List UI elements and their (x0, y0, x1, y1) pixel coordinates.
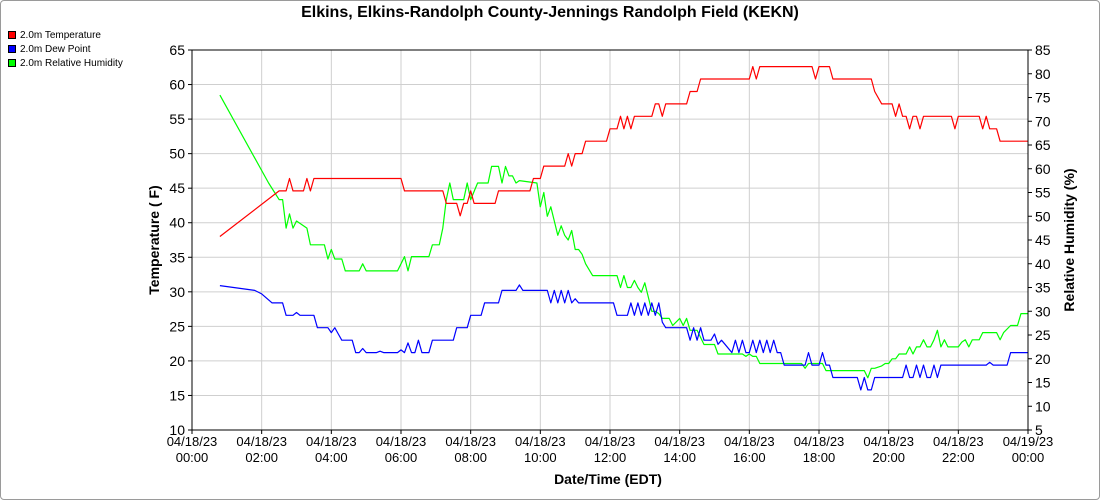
legend: 2.0m Temperature 2.0m Dew Point 2.0m Rel… (8, 28, 123, 70)
series-line-2-0m-temperature (219, 65, 1028, 237)
x-tick-label-date: 04/18/23 (515, 434, 566, 449)
left-tick-label: 30 (169, 284, 185, 300)
right-tick-label: 45 (1035, 232, 1051, 248)
x-tick-label-time: 12:00 (594, 450, 627, 465)
left-tick-label: 25 (169, 318, 185, 334)
right-tick-label: 80 (1035, 66, 1051, 82)
x-axis-label: Date/Time (EDT) (554, 471, 662, 487)
right-tick-label: 60 (1035, 161, 1051, 177)
right-tick-label: 65 (1035, 137, 1051, 153)
right-tick-label: 30 (1035, 303, 1051, 319)
x-tick-label-date: 04/18/23 (724, 434, 775, 449)
x-tick-label-date: 04/18/23 (167, 434, 218, 449)
right-tick-label: 55 (1035, 185, 1051, 201)
right-tick-label: 50 (1035, 208, 1051, 224)
left-tick-label: 35 (169, 249, 185, 265)
legend-item-temperature: 2.0m Temperature (8, 28, 123, 42)
left-axis-ticks: 10 15 20 25 30 35 40 45 50 55 60 65 (169, 42, 192, 438)
right-tick-label: 10 (1035, 398, 1051, 414)
x-tick-label-time: 20:00 (872, 450, 905, 465)
right-tick-label: 85 (1035, 42, 1051, 58)
legend-label-dew-point: 2.0m Dew Point (20, 43, 91, 55)
legend-swatch-relative-humidity (8, 59, 16, 67)
left-tick-label: 45 (169, 180, 185, 196)
x-tick-label-time: 18:00 (803, 450, 836, 465)
left-tick-label: 50 (169, 146, 185, 162)
x-tick-label-time: 10:00 (524, 450, 557, 465)
right-axis-ticks: 5 10 15 20 25 30 35 40 45 50 55 60 65 70 75 80 85 (1028, 42, 1051, 438)
series-line-2-0m-dew-point (219, 284, 1028, 391)
right-tick-label: 75 (1035, 90, 1051, 106)
x-tick-label-date: 04/18/23 (933, 434, 984, 449)
x-tick-label-time: 00:00 (1012, 450, 1045, 465)
left-tick-label: 40 (169, 215, 185, 231)
right-tick-label: 20 (1035, 351, 1051, 367)
x-tick-label-date: 04/18/23 (376, 434, 427, 449)
x-tick-label-date: 04/18/23 (794, 434, 845, 449)
series-line-2-0m-relative-humidity (219, 94, 1028, 379)
x-tick-label-time: 14:00 (663, 450, 696, 465)
grid (192, 50, 1028, 430)
left-tick-label: 20 (169, 353, 185, 369)
x-tick-label-time: 22:00 (942, 450, 975, 465)
x-tick-label-time: 04:00 (315, 450, 348, 465)
x-tick-label-date: 04/18/23 (306, 434, 357, 449)
right-tick-label: 5 (1035, 422, 1043, 438)
left-axis-label: Temperature ( F) (146, 185, 162, 294)
right-tick-label: 35 (1035, 280, 1051, 296)
x-tick-label-date: 04/18/23 (236, 434, 287, 449)
legend-swatch-temperature (8, 31, 16, 39)
x-tick-label-time: 08:00 (454, 450, 487, 465)
left-tick-label: 55 (169, 111, 185, 127)
right-tick-label: 25 (1035, 327, 1051, 343)
left-tick-label: 15 (169, 387, 185, 403)
x-tick-label-date: 04/18/23 (654, 434, 705, 449)
series-layer (219, 65, 1028, 391)
x-tick-label-date: 04/18/23 (863, 434, 914, 449)
right-axis-label: Relative Humidity (%) (1061, 168, 1077, 311)
x-tick-label-time: 00:00 (176, 450, 209, 465)
legend-swatch-dew-point (8, 45, 16, 53)
x-tick-label-time: 16:00 (733, 450, 766, 465)
right-tick-label: 70 (1035, 113, 1051, 129)
legend-label-relative-humidity: 2.0m Relative Humidity (20, 57, 123, 69)
legend-item-dew-point: 2.0m Dew Point (8, 42, 123, 56)
chart-title: Elkins, Elkins-Randolph County-Jennings … (301, 4, 799, 21)
left-tick-label: 10 (169, 422, 185, 438)
right-tick-label: 40 (1035, 256, 1051, 272)
legend-label-temperature: 2.0m Temperature (20, 29, 101, 41)
right-tick-label: 15 (1035, 375, 1051, 391)
x-tick-label-date: 04/18/23 (445, 434, 496, 449)
legend-item-relative-humidity: 2.0m Relative Humidity (8, 56, 123, 70)
left-tick-label: 65 (169, 42, 185, 58)
x-axis-ticks: 04/18/2300:0004/18/2302:0004/18/2304:000… (167, 430, 1054, 465)
x-tick-label-time: 06:00 (385, 450, 418, 465)
x-tick-label-time: 02:00 (245, 450, 278, 465)
left-tick-label: 60 (169, 77, 185, 93)
x-tick-label-date: 04/19/23 (1003, 434, 1054, 449)
x-tick-label-date: 04/18/23 (585, 434, 636, 449)
